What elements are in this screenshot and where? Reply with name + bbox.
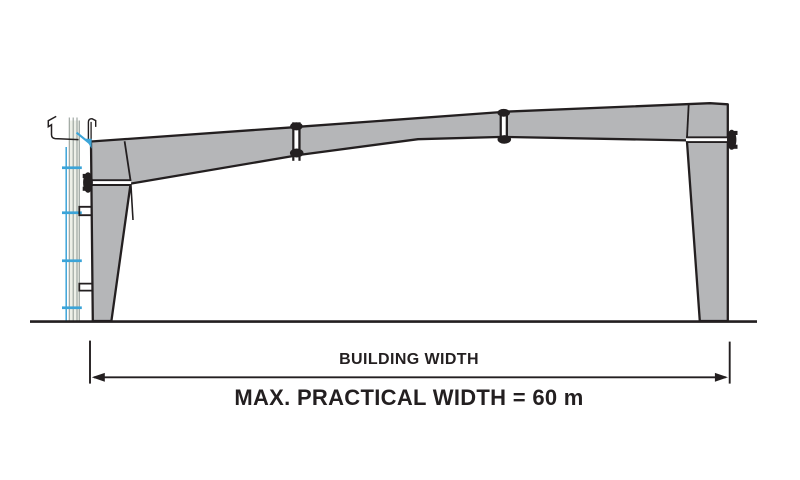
column-rafter-seam-left <box>123 141 132 182</box>
rafter-splice-1 <box>289 122 304 161</box>
eave-connection-right <box>686 129 738 150</box>
max-practical-width-label: MAX. PRACTICAL WIDTH = 60 m <box>234 385 584 410</box>
splice-bolt-top <box>290 122 303 131</box>
end-plate-gap <box>686 138 732 142</box>
column-rafter-seam-right <box>686 104 690 138</box>
girt-tick <box>62 259 82 263</box>
frame-silhouette <box>89 102 729 323</box>
splice-gap <box>294 123 299 160</box>
eave-trim <box>87 117 97 142</box>
girt-clip <box>78 282 92 292</box>
girt-tick <box>62 166 82 170</box>
girt-clip <box>78 205 92 217</box>
end-plate-gap <box>85 180 132 185</box>
bolt-head <box>727 129 737 150</box>
steel-frame <box>89 102 729 323</box>
wall-cladding-detail <box>47 115 97 321</box>
gutter-profile <box>47 115 79 141</box>
arrowhead-right <box>714 372 728 382</box>
splice-gap <box>501 111 506 141</box>
rafter-splice-2 <box>497 108 512 144</box>
bolt-head <box>83 172 93 193</box>
girt-tick <box>62 306 82 310</box>
splice-bolt-bottom <box>497 135 512 144</box>
haunch-stiffener-line <box>130 184 134 221</box>
eave-strut-marker <box>85 138 92 149</box>
arrowhead-left <box>91 372 105 382</box>
building-width-label: BUILDING WIDTH <box>339 351 479 368</box>
splice-bolt-top <box>497 108 511 117</box>
eave-connection-left <box>82 172 132 193</box>
wall-panel <box>68 120 80 321</box>
dimension <box>89 340 731 384</box>
splice-bolt-bottom <box>289 148 304 158</box>
girt-tick <box>62 211 82 215</box>
